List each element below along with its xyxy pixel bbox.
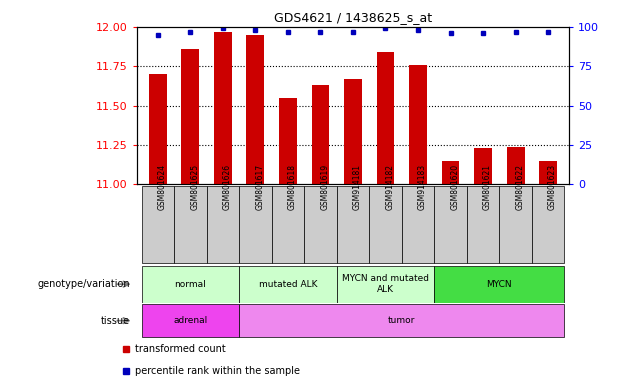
- Bar: [409, 65, 427, 184]
- Bar: [142, 186, 174, 263]
- Text: GSM801620: GSM801620: [450, 164, 460, 210]
- Bar: [344, 79, 362, 184]
- Text: transformed count: transformed count: [135, 344, 226, 354]
- Text: normal: normal: [174, 280, 206, 289]
- Bar: [272, 186, 304, 263]
- Bar: [174, 186, 207, 263]
- Text: GSM801623: GSM801623: [548, 164, 557, 210]
- Text: GSM801621: GSM801621: [483, 164, 492, 210]
- Bar: [474, 148, 492, 184]
- Bar: [239, 304, 564, 337]
- Text: GSM801619: GSM801619: [321, 164, 329, 210]
- Bar: [532, 186, 564, 263]
- Text: percentile rank within the sample: percentile rank within the sample: [135, 366, 300, 376]
- Bar: [312, 85, 329, 184]
- Bar: [434, 266, 564, 303]
- Text: adrenal: adrenal: [173, 316, 207, 325]
- Title: GDS4621 / 1438625_s_at: GDS4621 / 1438625_s_at: [274, 11, 432, 24]
- Text: GSM801624: GSM801624: [158, 164, 167, 210]
- Bar: [279, 98, 297, 184]
- Text: GSM801618: GSM801618: [288, 164, 297, 210]
- Bar: [149, 74, 167, 184]
- Bar: [247, 35, 265, 184]
- Bar: [499, 186, 532, 263]
- Bar: [377, 52, 394, 184]
- Bar: [181, 49, 199, 184]
- Bar: [507, 147, 525, 184]
- Bar: [336, 186, 370, 263]
- Text: tumor: tumor: [388, 316, 415, 325]
- Bar: [336, 266, 434, 303]
- Bar: [142, 304, 239, 337]
- Text: GSM801626: GSM801626: [223, 164, 232, 210]
- Text: GSM801617: GSM801617: [256, 164, 265, 210]
- Bar: [441, 161, 459, 184]
- Bar: [239, 186, 272, 263]
- Bar: [539, 161, 557, 184]
- Text: GSM914182: GSM914182: [385, 164, 394, 210]
- Text: MYCN and mutated
ALK: MYCN and mutated ALK: [342, 275, 429, 294]
- Bar: [239, 266, 336, 303]
- Bar: [304, 186, 336, 263]
- Bar: [207, 186, 239, 263]
- Text: GSM801625: GSM801625: [190, 164, 200, 210]
- Text: MYCN: MYCN: [487, 280, 512, 289]
- Bar: [142, 266, 239, 303]
- Text: GSM801622: GSM801622: [516, 164, 525, 210]
- Bar: [467, 186, 499, 263]
- Text: mutated ALK: mutated ALK: [259, 280, 317, 289]
- Text: GSM914183: GSM914183: [418, 164, 427, 210]
- Bar: [434, 186, 467, 263]
- Bar: [370, 186, 402, 263]
- Text: tissue: tissue: [101, 316, 130, 326]
- Text: GSM914181: GSM914181: [353, 164, 362, 210]
- Text: genotype/variation: genotype/variation: [38, 279, 130, 289]
- Bar: [214, 31, 232, 184]
- Bar: [402, 186, 434, 263]
